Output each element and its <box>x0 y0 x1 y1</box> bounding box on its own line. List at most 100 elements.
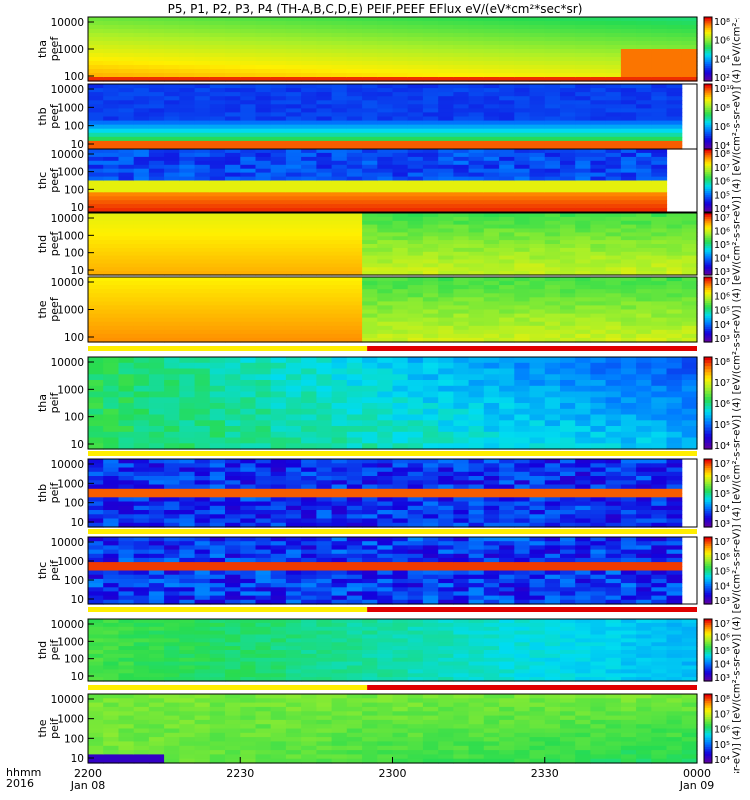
spectrogram-cell <box>255 368 272 375</box>
spectrogram-cell <box>514 208 531 213</box>
spectrogram-cell <box>133 591 150 597</box>
spectrogram-cell <box>438 247 454 253</box>
spectrogram-cell <box>544 104 561 109</box>
spectrogram-cell <box>316 164 333 170</box>
spectrogram-cell <box>651 120 668 126</box>
spectrogram-cell <box>331 281 348 286</box>
spectrogram-cell <box>392 321 409 327</box>
spectrogram-cell <box>392 132 409 138</box>
spectrogram-cell <box>285 57 302 62</box>
spectrogram-cell <box>148 391 165 398</box>
spectrogram-cell <box>362 213 378 218</box>
spectrogram-cell <box>575 305 591 311</box>
spectrogram-cell <box>483 45 500 50</box>
spectrogram-cell <box>103 578 119 584</box>
spectrogram-cell <box>148 471 165 477</box>
spectrogram-cell <box>225 172 241 178</box>
spectrogram-cell <box>377 420 394 427</box>
spectrogram-cell <box>103 57 119 62</box>
spectrogram-cell <box>270 380 287 387</box>
spectrogram-cell <box>560 263 576 268</box>
spectrogram-cell <box>377 192 394 197</box>
spectrogram-cell <box>301 488 317 494</box>
spectrogram-cell <box>225 220 241 226</box>
spectrogram-cell <box>605 463 622 469</box>
spectrogram-cell <box>209 240 226 245</box>
spectrogram-cell <box>88 301 104 307</box>
spectrogram-cell <box>164 37 180 42</box>
spectrogram-cell <box>362 96 378 101</box>
spectrogram-cell <box>666 505 683 511</box>
spectrogram-cell <box>499 305 515 311</box>
spectrogram-cell <box>240 255 257 261</box>
spectrogram-cell <box>377 224 394 230</box>
spectrogram-cell <box>605 116 622 122</box>
spectrogram-cell <box>225 583 241 588</box>
spectrogram-cell <box>514 196 531 201</box>
spectrogram-cell <box>362 271 378 276</box>
colorbar-swatch <box>704 74 712 78</box>
spectrogram-cell <box>483 116 500 122</box>
spectrogram-cell <box>148 255 165 261</box>
spectrogram-cell <box>620 124 637 130</box>
spectrogram-cell <box>316 313 333 319</box>
spectrogram-cell <box>392 443 409 450</box>
spectrogram-cell <box>346 285 363 290</box>
spectrogram-cell <box>301 61 317 66</box>
spectrogram-cell <box>575 152 591 158</box>
spectrogram-cell <box>133 403 150 410</box>
spectrogram-cell <box>681 263 698 268</box>
spectrogram-cell <box>270 408 287 416</box>
spectrogram-cell <box>392 116 409 122</box>
spectrogram-cell <box>240 224 257 230</box>
spectrogram-cell <box>148 497 165 503</box>
spectrogram-cell <box>255 289 272 294</box>
spectrogram-cell <box>118 397 135 404</box>
spectrogram-cell <box>590 37 607 42</box>
colorbar-tick-label: 10⁴ <box>714 504 730 515</box>
spectrogram-cell <box>377 459 394 464</box>
spectrogram-cell <box>164 385 180 393</box>
spectrogram-cell <box>209 61 226 66</box>
spectrogram-cell <box>544 321 561 327</box>
spectrogram-cell <box>681 281 698 286</box>
spectrogram-cell <box>681 240 698 245</box>
spectrogram-cell <box>483 37 500 42</box>
spectrogram-cell <box>651 397 668 404</box>
spectrogram-cell <box>560 420 576 427</box>
spectrogram-cell <box>133 510 150 515</box>
spectrogram-cell <box>179 213 196 218</box>
spectrogram-cell <box>407 96 424 101</box>
spectrogram-cell <box>179 408 196 416</box>
spectrogram-cell <box>301 553 317 559</box>
spectrogram-cell <box>681 37 698 42</box>
spectrogram-cell <box>225 285 241 290</box>
spectrogram-cell <box>209 514 226 520</box>
spectrogram-cell <box>179 305 196 311</box>
spectrogram-cell <box>103 271 119 276</box>
spectrogram-cell <box>544 204 561 209</box>
spectrogram-cell <box>453 149 470 154</box>
spectrogram-cell <box>133 45 150 50</box>
spectrogram-cell <box>301 305 317 311</box>
spectrogram-cell <box>103 374 119 381</box>
spectrogram-cell <box>88 112 104 118</box>
spectrogram-cell <box>575 236 591 241</box>
spectrogram-cell <box>103 510 119 515</box>
spectrogram-cell <box>666 132 683 138</box>
spectrogram-cell <box>179 357 196 364</box>
colorbar-swatch <box>704 68 712 71</box>
colorbar-tick-label: 10⁸ <box>714 103 730 114</box>
spectrogram-cell <box>544 128 561 134</box>
spectrogram-cell <box>514 408 531 416</box>
spectrogram-cell <box>133 156 150 162</box>
spectrogram-cell <box>270 124 287 130</box>
colorbar-swatch <box>704 129 712 133</box>
spectrogram-cell <box>651 88 668 93</box>
spectrogram-cell <box>301 108 317 114</box>
spectrogram-cell <box>499 49 515 54</box>
spectrogram-cell <box>529 497 546 503</box>
spectrogram-cell <box>514 476 531 481</box>
spectrogram-cell <box>331 309 348 315</box>
spectrogram-cell <box>179 277 196 282</box>
